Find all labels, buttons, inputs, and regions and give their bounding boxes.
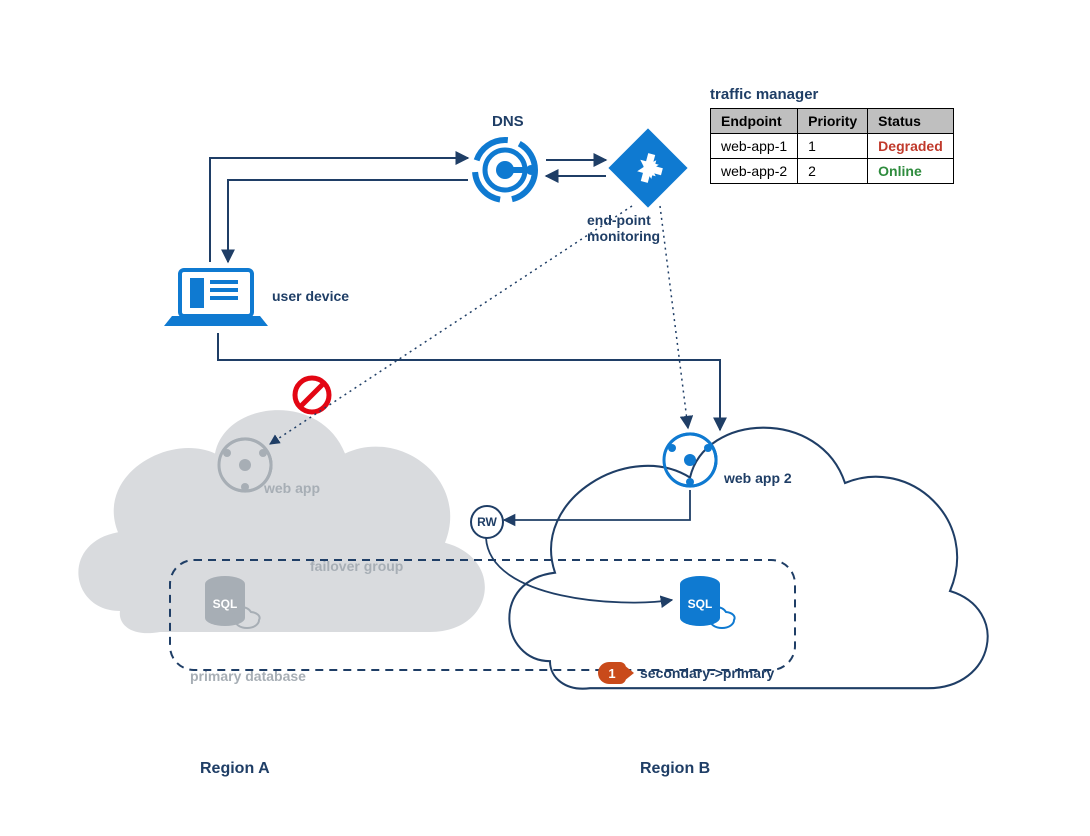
dns-label: DNS [492, 113, 524, 130]
diagram-stage: { "colors": { "text": "#1f3e66", "faded"… [0, 0, 1090, 836]
conn-tm-monitor-b [660, 206, 688, 428]
endpoint-monitoring-line2: monitoring [587, 228, 660, 244]
conn-laptop-to-dns [210, 158, 468, 262]
endpoint-monitoring-label: end-point monitoring [587, 212, 660, 244]
tm-r2-endpoint: web-app-2 [711, 159, 798, 184]
traffic-manager-icon [608, 128, 687, 207]
conn-dns-to-laptop [228, 180, 468, 262]
sql-db-b-icon: SQL [680, 576, 735, 628]
region-b-title: Region B [640, 760, 710, 778]
tm-r2-status: Online [868, 159, 954, 184]
tm-header-row: Endpoint Priority Status [711, 109, 954, 134]
step-marker-1-number: 1 [608, 666, 615, 681]
laptop-icon [164, 270, 268, 326]
conn-tm-monitor-a [270, 206, 632, 444]
secondary-primary-label: secondary->primary [640, 665, 774, 681]
tm-r2-priority: 2 [798, 159, 868, 184]
dns-icon [475, 140, 536, 200]
conn-webapp2-to-rw [504, 490, 690, 520]
traffic-manager-table: Endpoint Priority Status web-app-1 1 Deg… [710, 108, 954, 184]
tm-col-endpoint: Endpoint [711, 109, 798, 134]
failover-group-outline [170, 560, 795, 670]
tm-r1-endpoint: web-app-1 [711, 134, 798, 159]
cloud-region-b [509, 428, 987, 689]
conn-rw-to-sqlb [486, 538, 672, 603]
web-app-b-icon [664, 424, 726, 495]
tm-r1-priority: 1 [798, 134, 868, 159]
primary-db-label: primary database [190, 668, 306, 684]
web-app-a-label: web app [264, 480, 320, 496]
step-marker-1: 1 [598, 662, 626, 684]
endpoint-monitoring-line1: end-point [587, 212, 651, 228]
tm-r1-status: Degraded [868, 134, 954, 159]
web-app-b-label: web app 2 [724, 470, 792, 486]
rw-badge: RW [470, 505, 504, 539]
user-device-label: user device [272, 288, 349, 304]
region-a-title: Region A [200, 760, 270, 778]
failover-group-label: failover group [310, 558, 403, 574]
tm-col-priority: Priority [798, 109, 868, 134]
prohibit-icon [295, 378, 329, 412]
sql-db-a-icon: SQL [205, 576, 260, 628]
traffic-manager-title: traffic manager [710, 86, 818, 103]
tm-col-status: Status [868, 109, 954, 134]
cloud-region-a [78, 410, 484, 633]
tm-row-2: web-app-2 2 Online [711, 159, 954, 184]
tm-row-1: web-app-1 1 Degraded [711, 134, 954, 159]
sql-b-badge: SQL [688, 597, 713, 611]
sql-a-badge: SQL [213, 597, 238, 611]
conn-laptop-to-webapp2 [218, 333, 720, 430]
